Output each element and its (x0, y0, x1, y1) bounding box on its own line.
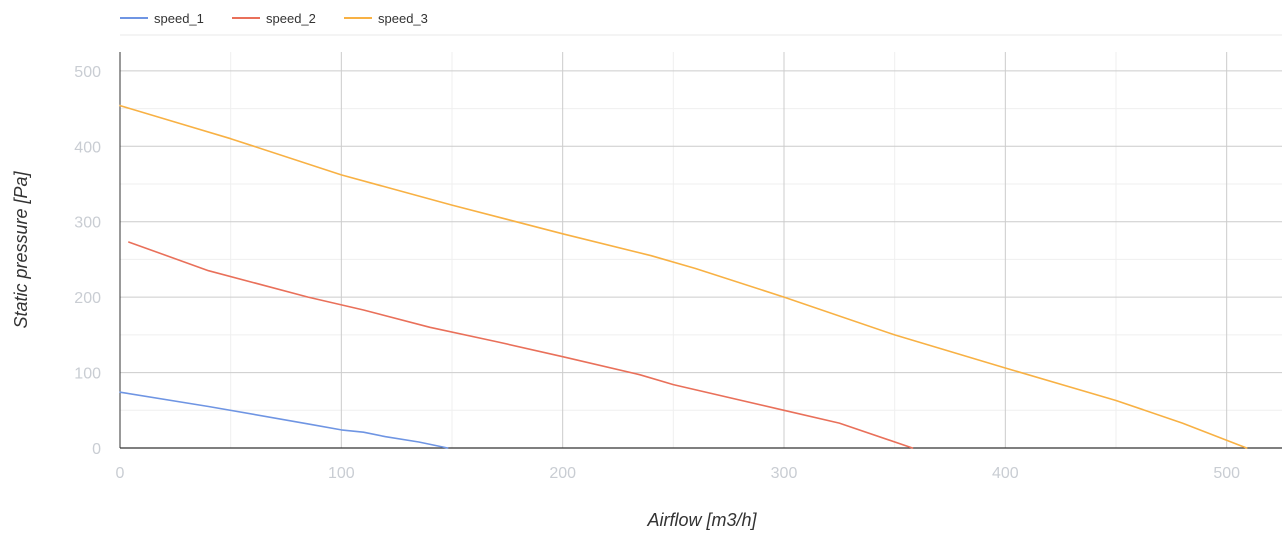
x-tick-label: 500 (1213, 465, 1240, 482)
y-tick-label: 500 (74, 64, 101, 81)
series-line-speed_1 (119, 391, 449, 449)
y-tick-label: 100 (74, 366, 101, 383)
series-line-speed_3 (119, 104, 1248, 449)
legend-label-speed_2: speed_2 (266, 11, 316, 26)
x-tick-label: 100 (328, 465, 355, 482)
plot-area (119, 104, 1248, 449)
gridlines (120, 52, 1282, 448)
x-tick-label: 300 (771, 465, 798, 482)
y-tick-label: 0 (92, 441, 101, 458)
x-tick-label: 400 (992, 465, 1019, 482)
legend: speed_1 speed_2 speed_3 (120, 11, 428, 26)
series-line-speed_2 (128, 241, 914, 449)
x-tick-label: 200 (549, 465, 576, 482)
x-tick-label: 0 (116, 465, 125, 482)
legend-label-speed_1: speed_1 (154, 11, 204, 26)
y-tick-label: 400 (74, 139, 101, 156)
x-axis-title: Airflow [m3/h] (646, 510, 757, 530)
tick-labels: 0 100 200 300 400 500 0 100 200 300 400 500 (74, 64, 1240, 482)
y-tick-label: 200 (74, 290, 101, 307)
y-axis-title: Static pressure [Pa] (11, 170, 31, 328)
axes (119, 52, 1282, 449)
legend-label-speed_3: speed_3 (378, 11, 428, 26)
y-tick-label: 300 (74, 215, 101, 232)
